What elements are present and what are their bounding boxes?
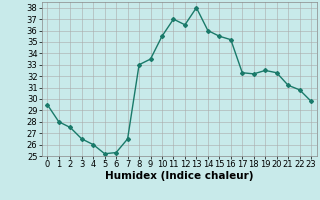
X-axis label: Humidex (Indice chaleur): Humidex (Indice chaleur): [105, 171, 253, 181]
